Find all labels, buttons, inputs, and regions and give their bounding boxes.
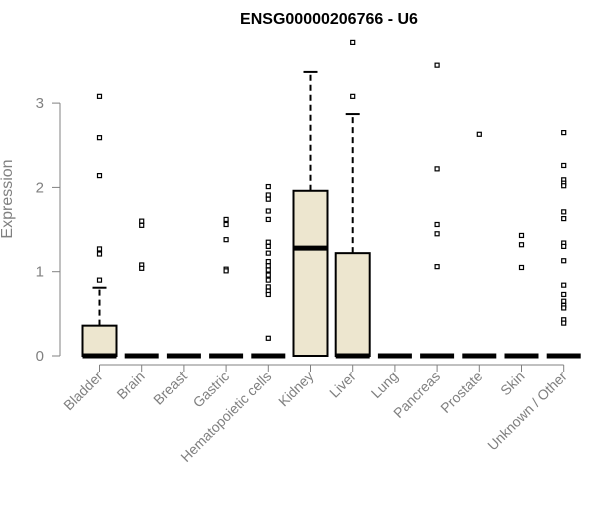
outlier-point (561, 215, 567, 222)
outlier-point (223, 268, 229, 274)
outlier-point (434, 231, 440, 237)
box-pancreas (420, 62, 455, 359)
outlier-point (96, 246, 103, 252)
outlier-point (518, 242, 525, 248)
outlier-point (265, 284, 271, 290)
box-brain (124, 218, 159, 359)
outlier-point (350, 93, 356, 99)
outlier-point (96, 93, 103, 99)
outlier-point (561, 305, 567, 311)
x-tick-label: Breast (150, 368, 190, 408)
chart-title: ENSG00000206766 - U6 (240, 11, 418, 28)
box-prostate (462, 131, 497, 359)
box-hematopoietic-cells (251, 183, 286, 359)
outlier-point (265, 216, 271, 223)
outlier-point (518, 232, 525, 239)
outlier-point (265, 183, 271, 190)
outlier-point (265, 196, 271, 202)
x-tick-label: Skin (497, 368, 528, 399)
box-bladder (81, 93, 118, 359)
outlier-point (561, 209, 567, 215)
box-gastric (209, 216, 244, 359)
outlier-point (265, 277, 271, 283)
outlier-point (561, 298, 567, 304)
outlier-point (265, 239, 271, 245)
outlier-point (518, 264, 525, 271)
outlier-point (96, 135, 103, 141)
outlier-point (96, 251, 103, 257)
outlier-point (139, 222, 145, 228)
outlier-point (350, 39, 356, 46)
outlier-point (265, 208, 271, 214)
outlier-point (139, 265, 145, 271)
y-tick-label: 1 (36, 264, 44, 281)
box-kidney (292, 70, 329, 357)
outlier-point (434, 264, 440, 270)
boxes-group (81, 39, 581, 359)
outlier-point (434, 166, 440, 172)
outlier-point (561, 258, 567, 264)
y-tick-label: 3 (36, 95, 44, 112)
x-tick-label: Pancreas (390, 368, 443, 421)
outlier-point (476, 131, 482, 137)
x-tick-label: Unknown / Other (484, 368, 570, 454)
y-axis-label: Expression (0, 159, 16, 238)
outlier-point (96, 172, 103, 179)
box-skin (504, 232, 539, 359)
outlier-point (265, 250, 271, 256)
box-rect (334, 252, 371, 358)
outlier-point (561, 282, 567, 288)
outlier-point (139, 218, 145, 224)
outlier-point (265, 243, 271, 250)
x-tick-label: Bladder (60, 368, 106, 414)
outlier-point (96, 277, 103, 283)
outlier-point (561, 320, 567, 326)
outlier-point (223, 237, 229, 243)
box-liver (334, 39, 371, 359)
y-axis: 0 1 2 3 (36, 95, 61, 365)
outlier-point (561, 291, 567, 298)
y-tick-label: 2 (36, 179, 44, 196)
outlier-point (434, 221, 440, 228)
outlier-point (434, 62, 440, 68)
outlier-point (265, 267, 271, 273)
box-rect (292, 189, 329, 357)
outlier-point (265, 192, 271, 198)
outlier-point (265, 335, 271, 341)
x-tick-label: Prostate (437, 368, 485, 416)
x-tick-label: Liver (326, 368, 359, 401)
outlier-point (265, 291, 271, 298)
outlier-point (561, 162, 567, 169)
box-rect (81, 324, 118, 358)
x-tick-label: Kidney (275, 368, 317, 410)
outlier-point (223, 216, 229, 223)
outlier-point (561, 243, 567, 250)
outlier-point (265, 263, 271, 269)
outlier-point (265, 258, 271, 265)
outlier-point (561, 183, 567, 189)
x-tick-label: Lung (368, 368, 401, 401)
outlier-point (265, 272, 271, 278)
box-unknown-other (546, 130, 581, 359)
outlier-point (561, 130, 567, 136)
x-tick-label: Brain (113, 368, 147, 402)
y-tick-label: 0 (36, 348, 44, 365)
outlier-point (223, 221, 229, 228)
